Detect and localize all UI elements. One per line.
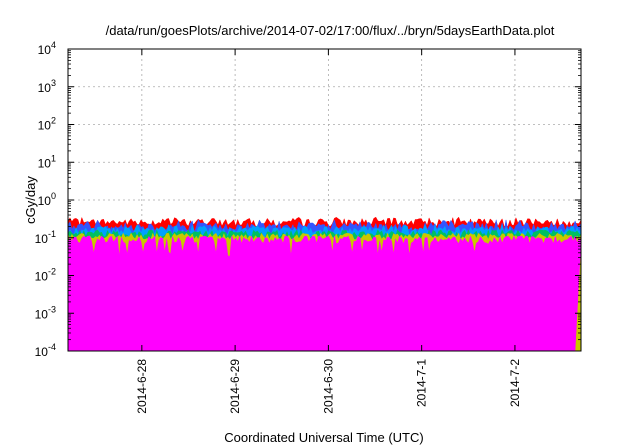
y-tick-label: 10-2 [35,267,56,284]
x-tick-label: 2014-6-28 [135,359,149,414]
y-tick-label: 101 [38,153,56,170]
x-tick-label: 2014-6-30 [321,359,335,414]
x-axis-label: Coordinated Universal Time (UTC) [224,430,423,445]
y-tick-label: 103 [38,78,56,95]
x-tick-label: 2014-6-29 [228,359,242,414]
ticks [68,48,581,352]
y-axis-label: cGy/day [23,176,38,224]
y-tick-label: 10-3 [35,304,56,321]
x-tick-label: 2014-7-1 [415,359,429,407]
x-tick-labels: 2014-6-28 2014-6-29 2014-6-30 2014-7-1 2014-… [135,359,522,414]
chart-title: /data/run/goesPlots/archive/2014-07-02/1… [106,23,555,38]
series-6-area [67,235,582,352]
x-tick-label: 2014-7-2 [508,359,522,407]
y-tick-label: 102 [38,116,56,133]
y-tick-label: 10-4 [35,342,56,359]
y-tick-label: 104 [38,40,56,57]
y-tick-label: 100 [38,191,56,208]
series-group [67,217,582,352]
y-tick-label: 10-1 [35,229,56,246]
